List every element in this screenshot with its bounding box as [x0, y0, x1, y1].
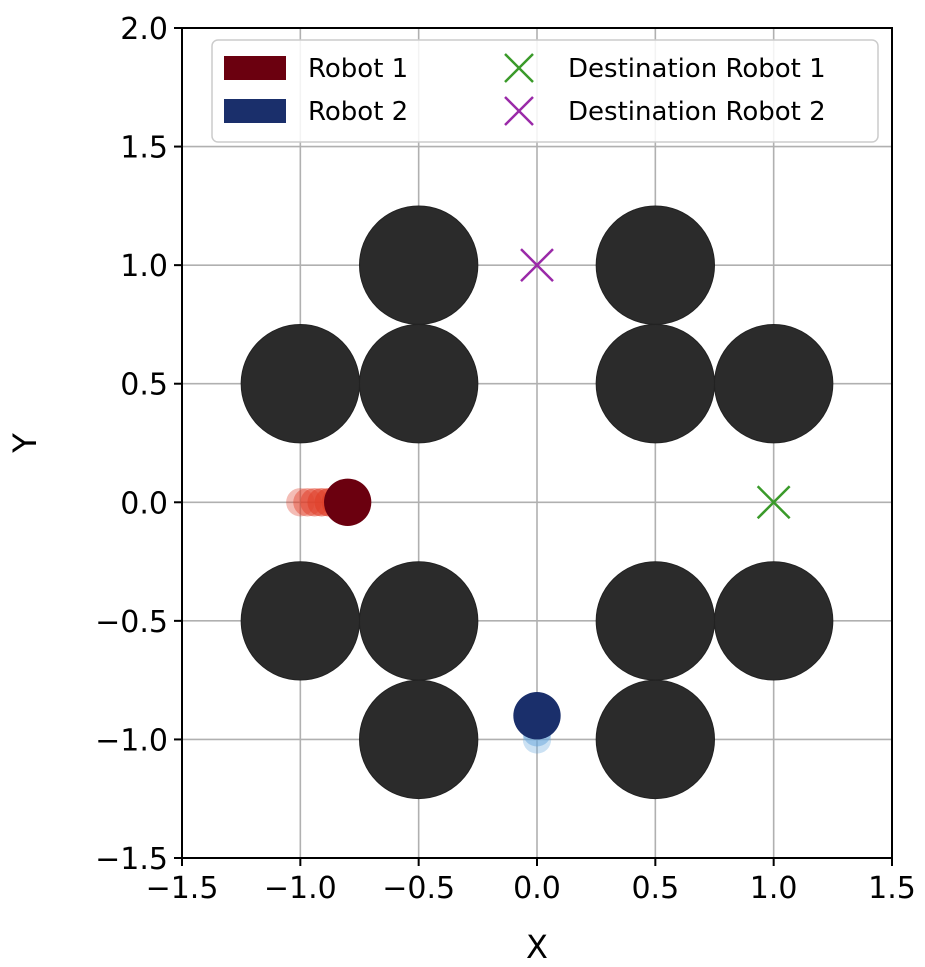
obstacle-circle [714, 561, 834, 681]
y-tick-label: −0.5 [95, 605, 168, 640]
legend-cross-stroke [504, 53, 534, 83]
destination-cross-stroke [756, 485, 791, 520]
legend-label: Robot 1 [308, 54, 408, 84]
obstacle-circle [714, 324, 834, 444]
y-tick-label: 1.0 [120, 249, 168, 284]
x-tick-label: 1.0 [750, 871, 798, 906]
x-tick-label: 1.5 [868, 871, 916, 906]
legend-swatch [224, 56, 286, 80]
legend-cross-stroke [504, 96, 534, 126]
obstacle-circle [359, 561, 479, 681]
y-tick-label: 1.5 [120, 131, 168, 166]
obstacles [240, 205, 834, 800]
y-tick-label: 0.0 [120, 486, 168, 521]
obstacle-circle [240, 324, 361, 444]
robot-marker [513, 692, 561, 740]
legend-box [211, 39, 879, 143]
obstacle-circle [595, 205, 715, 325]
legend-label: Robot 2 [308, 97, 408, 127]
x-tick-label: −1.5 [146, 871, 219, 906]
legend-swatch [224, 99, 286, 123]
obstacle-circle [359, 679, 479, 800]
x-axis-label: X [526, 928, 548, 966]
x-axis-ticks: −1.5 −1.0 −0.5 0.0 0.5 1.0 1.5 [146, 858, 916, 906]
destination-marker [756, 485, 791, 520]
legend: Robot 1 Robot 2 Destination Robot 1 Destina… [211, 39, 879, 143]
destination-marker [520, 248, 554, 283]
x-tick-label: 0.5 [631, 871, 679, 906]
y-axis-label: Y [6, 433, 44, 454]
obstacle-circle [595, 561, 715, 681]
robot-marker [324, 478, 372, 526]
y-axis-ticks: −1.5 −1.0 −0.5 0.0 0.5 1.0 1.5 2.0 [95, 12, 182, 877]
legend-swatch [504, 96, 534, 126]
obstacle-circle [595, 324, 715, 444]
destination-cross-stroke [520, 248, 554, 283]
obstacle-circle [359, 205, 479, 325]
series [286, 248, 791, 754]
y-tick-label: 2.0 [120, 12, 168, 47]
x-tick-label: −0.5 [382, 871, 455, 906]
obstacle-circle [595, 679, 715, 800]
legend-label: Destination Robot 1 [568, 54, 826, 84]
y-tick-label: 0.5 [120, 368, 168, 403]
x-tick-label: −1.0 [264, 871, 337, 906]
legend-swatch [504, 53, 534, 83]
legend-label: Destination Robot 2 [568, 97, 826, 127]
y-tick-label: −1.5 [95, 842, 168, 877]
y-tick-label: −1.0 [95, 723, 168, 758]
obstacle-circle [240, 561, 361, 681]
obstacle-circle [359, 324, 479, 444]
x-tick-label: 0.0 [513, 871, 561, 906]
